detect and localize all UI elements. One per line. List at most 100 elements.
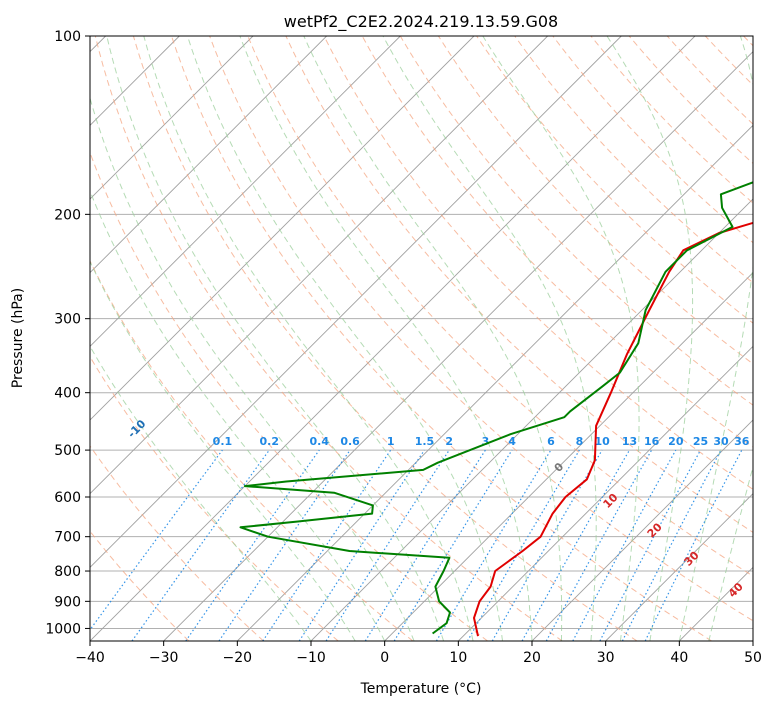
x-tick-label: −30 bbox=[149, 650, 179, 666]
mixing-ratio-label: 1.5 bbox=[415, 435, 435, 448]
isotherm-line bbox=[90, 36, 696, 641]
mixing-ratio-line bbox=[364, 449, 486, 641]
x-tick-label: 40 bbox=[670, 650, 688, 666]
moist-adiabat-line bbox=[678, 36, 753, 641]
mixing-ratio-line bbox=[466, 449, 580, 641]
dry-adiabat-line bbox=[90, 355, 339, 641]
mixing-ratio-label: 16 bbox=[644, 435, 660, 448]
x-tick-label: 30 bbox=[597, 650, 615, 666]
mixing-ratio-label: 2 bbox=[445, 435, 453, 448]
x-tick-label: −40 bbox=[75, 650, 105, 666]
isotherm-line bbox=[90, 36, 254, 200]
isotherm-line bbox=[90, 36, 475, 421]
mixing-ratio-line bbox=[90, 449, 223, 631]
dry-adiabat-line bbox=[323, 36, 753, 490]
moist-adiabat-label: 40 bbox=[726, 580, 746, 600]
mixing-ratio-line bbox=[599, 449, 702, 641]
dry-adiabat-line bbox=[590, 36, 753, 204]
dry-adiabat-line bbox=[90, 259, 414, 641]
dry-adiabat-line bbox=[666, 36, 753, 125]
temperature-profile-line bbox=[473, 221, 753, 637]
isotherm-line bbox=[163, 51, 753, 641]
isotherm-line bbox=[384, 272, 753, 641]
dry-adiabat-line bbox=[628, 36, 753, 165]
x-tick-label: 20 bbox=[523, 650, 541, 666]
isotherm-line bbox=[752, 640, 753, 641]
plot-area: 0.10.20.40.611.52346810131620253036-100-… bbox=[90, 36, 753, 641]
moist-adiabat-line bbox=[708, 464, 753, 641]
dry-adiabat-line bbox=[514, 36, 753, 284]
plot-frame bbox=[89, 35, 754, 642]
dry-adiabat-line bbox=[743, 36, 753, 47]
dry-adiabat-line bbox=[399, 36, 753, 406]
y-tick-label: 700 bbox=[54, 530, 81, 546]
dry-adiabat-line bbox=[476, 36, 753, 324]
mixing-ratio-label: 36 bbox=[734, 435, 750, 448]
dry-adiabat-line bbox=[209, 36, 753, 622]
dry-adiabat-line bbox=[94, 36, 563, 641]
y-tick-label: 100 bbox=[54, 29, 81, 45]
moist-adiabat-line bbox=[187, 36, 503, 641]
dry-adiabat-line bbox=[132, 36, 638, 641]
isotherm-line bbox=[310, 198, 753, 641]
isotherm-line bbox=[90, 36, 401, 347]
axes: −40 −30 −20 −10 0 10 20 30 40 5010020030040050060… bbox=[45, 29, 762, 666]
y-tick-label: 200 bbox=[54, 207, 81, 223]
mixing-ratio-line bbox=[218, 449, 351, 641]
moist-adiabat-line bbox=[90, 260, 356, 641]
isotherm-line bbox=[90, 36, 548, 495]
isotherm-line bbox=[237, 124, 753, 641]
mixing-ratio-label: 1 bbox=[387, 435, 395, 448]
y-axis-label: Pressure (hPa) bbox=[10, 288, 26, 388]
mixing-ratio-label: 30 bbox=[713, 435, 729, 448]
moist-adiabat-line bbox=[90, 345, 312, 641]
isotherm-line bbox=[531, 419, 753, 641]
moist-adiabat-label: 0 bbox=[552, 460, 567, 475]
x-axis-label: Temperature (°C) bbox=[360, 681, 482, 697]
isotherm-line bbox=[90, 36, 622, 568]
y-tick-label: 600 bbox=[54, 490, 81, 506]
y-tick-label: 900 bbox=[54, 594, 81, 610]
mixing-ratio-line bbox=[572, 449, 677, 641]
dry-adiabat-label: -10 bbox=[125, 417, 148, 440]
mixing-ratio-line bbox=[393, 449, 513, 641]
y-tick-label: 1000 bbox=[45, 621, 81, 637]
dry-adiabat-line bbox=[171, 36, 712, 641]
dry-adiabat-line bbox=[361, 36, 753, 448]
mixing-ratio-line bbox=[521, 449, 631, 641]
dry-adiabat-line bbox=[90, 445, 264, 641]
x-tick-label: −10 bbox=[296, 650, 326, 666]
dry-adiabat-line bbox=[90, 530, 190, 641]
x-tick-label: 50 bbox=[744, 650, 762, 666]
mixing-ratio-label: 25 bbox=[693, 435, 708, 448]
x-tick-label: 10 bbox=[449, 650, 467, 666]
mixing-ratio-label: 0.2 bbox=[260, 435, 280, 448]
isotherm-line bbox=[605, 493, 753, 641]
mixing-ratio-label: 8 bbox=[576, 435, 584, 448]
dry-adiabat-line bbox=[247, 36, 753, 577]
moist-adiabat-line bbox=[606, 36, 694, 641]
mixing-ratio-label: 3 bbox=[482, 435, 490, 448]
moist-adiabat-label: 10 bbox=[601, 491, 621, 511]
moist-adiabat-line bbox=[106, 36, 445, 641]
x-tick-label: −20 bbox=[223, 650, 253, 666]
mixing-ratio-line bbox=[491, 449, 603, 641]
mixing-ratio-label: 10 bbox=[594, 435, 610, 448]
mixing-ratio-line bbox=[325, 449, 450, 641]
moist-adiabat-line bbox=[303, 36, 563, 641]
moist-adiabat-line bbox=[143, 36, 474, 641]
dry-adiabat-line bbox=[437, 36, 753, 365]
mixing-ratio-label: 6 bbox=[547, 435, 555, 448]
isotherm-line bbox=[458, 345, 753, 641]
moist-adiabat-line bbox=[90, 96, 415, 641]
mixing-ratio-label: 0.1 bbox=[213, 435, 233, 448]
y-tick-label: 400 bbox=[54, 386, 81, 402]
moist-adiabat-line bbox=[382, 36, 597, 641]
y-tick-label: 500 bbox=[54, 443, 81, 459]
mixing-ratio-line bbox=[185, 449, 320, 641]
mixing-ratio-line bbox=[131, 449, 270, 641]
mixing-ratio-line bbox=[435, 449, 552, 641]
isotherm-line bbox=[90, 36, 327, 274]
mixing-ratio-label: 20 bbox=[668, 435, 684, 448]
moist-adiabat-label: 20 bbox=[645, 520, 665, 540]
